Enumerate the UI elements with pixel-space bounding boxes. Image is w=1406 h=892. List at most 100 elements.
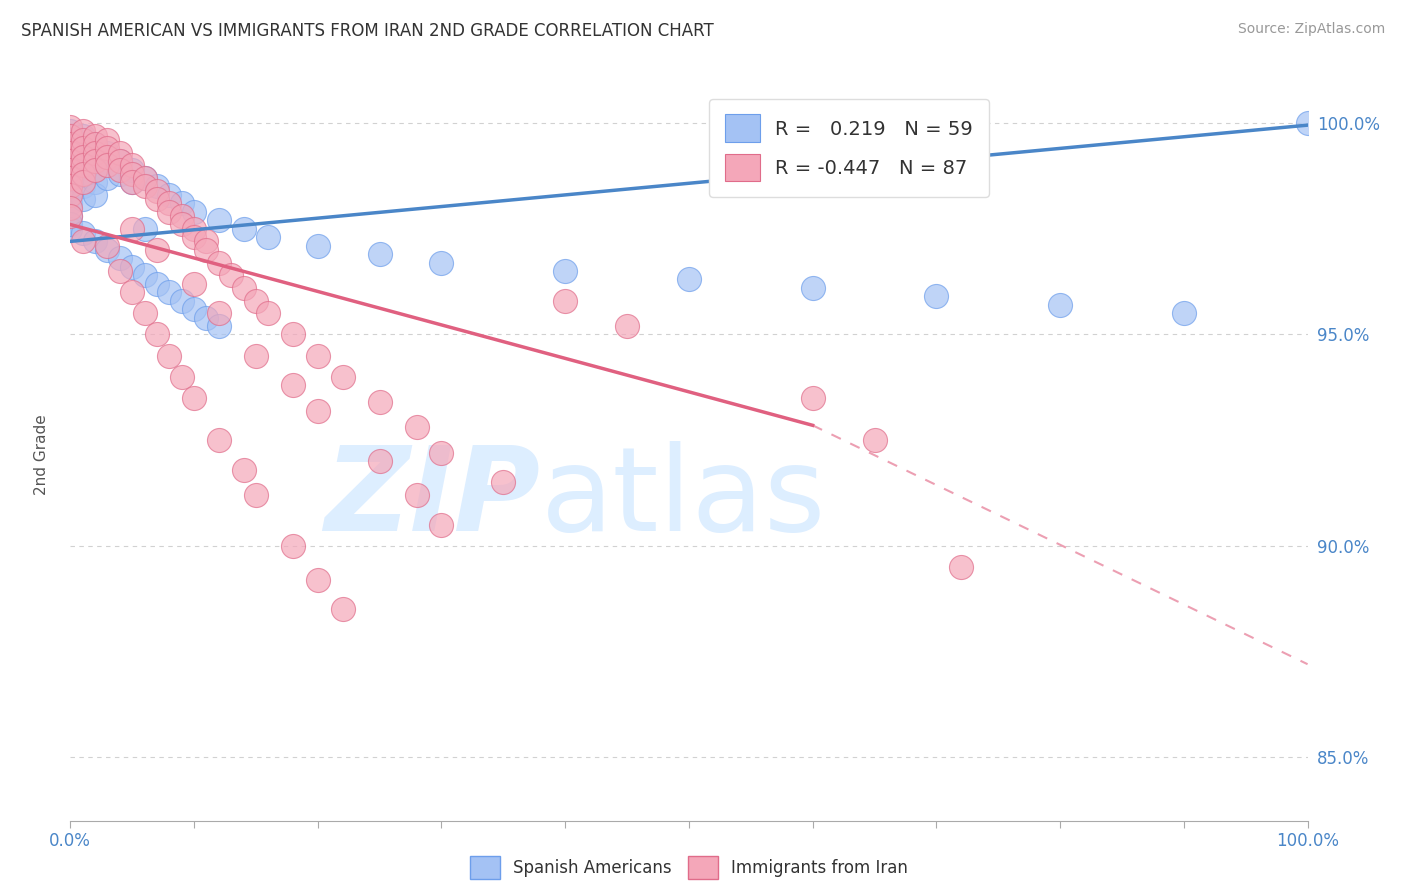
Point <box>678 272 700 286</box>
Point <box>108 252 131 266</box>
Point <box>281 378 304 392</box>
Point <box>170 209 193 223</box>
Point <box>134 171 156 186</box>
Point <box>96 243 118 257</box>
Point <box>950 560 973 574</box>
Point <box>307 238 329 252</box>
Point <box>157 187 180 202</box>
Point <box>59 218 82 232</box>
Point <box>96 158 118 172</box>
Point <box>72 133 94 147</box>
Point <box>59 137 82 152</box>
Point <box>59 154 82 169</box>
Point <box>157 196 180 211</box>
Point <box>59 128 82 143</box>
Point <box>146 179 169 194</box>
Point <box>59 158 82 172</box>
Point <box>170 369 193 384</box>
Point <box>84 128 107 143</box>
Point <box>84 154 107 169</box>
Y-axis label: 2nd Grade: 2nd Grade <box>35 415 49 495</box>
Point <box>59 187 82 202</box>
Point <box>72 124 94 138</box>
Point <box>72 167 94 181</box>
Point <box>232 221 254 235</box>
Point <box>1173 306 1195 320</box>
Point <box>307 349 329 363</box>
Point <box>84 175 107 189</box>
Point <box>208 255 231 269</box>
Point <box>183 221 205 235</box>
Point <box>146 184 169 198</box>
Point <box>405 420 427 434</box>
Point <box>84 235 107 249</box>
Point <box>72 179 94 194</box>
Point <box>208 318 231 333</box>
Point <box>72 226 94 240</box>
Point <box>59 209 82 223</box>
Point <box>134 306 156 320</box>
Point <box>96 150 118 164</box>
Point <box>108 154 131 169</box>
Point <box>59 196 82 211</box>
Point <box>59 162 82 177</box>
Point <box>134 171 156 186</box>
Point <box>72 192 94 206</box>
Text: ZIP: ZIP <box>325 442 540 557</box>
Point <box>108 162 131 177</box>
Point <box>84 137 107 152</box>
Point <box>72 167 94 181</box>
Point <box>72 175 94 189</box>
Point <box>863 433 886 447</box>
Point <box>307 573 329 587</box>
Point <box>96 158 118 172</box>
Point <box>59 184 82 198</box>
Point <box>232 281 254 295</box>
Text: SPANISH AMERICAN VS IMMIGRANTS FROM IRAN 2ND GRADE CORRELATION CHART: SPANISH AMERICAN VS IMMIGRANTS FROM IRAN… <box>21 22 714 40</box>
Point <box>257 230 280 244</box>
Point <box>146 243 169 257</box>
Point <box>801 281 824 295</box>
Text: atlas: atlas <box>540 442 825 557</box>
Point <box>232 463 254 477</box>
Point <box>616 318 638 333</box>
Point <box>195 310 218 325</box>
Point <box>121 158 143 172</box>
Point <box>183 277 205 291</box>
Point <box>146 277 169 291</box>
Point <box>925 289 948 303</box>
Point <box>492 475 515 490</box>
Point <box>59 145 82 160</box>
Point <box>84 162 107 177</box>
Point <box>134 268 156 283</box>
Point <box>121 285 143 300</box>
Point <box>554 264 576 278</box>
Point <box>332 369 354 384</box>
Point <box>72 235 94 249</box>
Point <box>405 488 427 502</box>
Point <box>84 162 107 177</box>
Point <box>59 145 82 160</box>
Point <box>108 264 131 278</box>
Point <box>208 213 231 227</box>
Point <box>108 154 131 169</box>
Point <box>183 230 205 244</box>
Point <box>430 446 453 460</box>
Point <box>84 150 107 164</box>
Point <box>430 517 453 532</box>
Point <box>195 235 218 249</box>
Point <box>183 204 205 219</box>
Point <box>59 221 82 235</box>
Point <box>183 391 205 405</box>
Point <box>59 171 82 186</box>
Point <box>146 327 169 342</box>
Point <box>72 141 94 155</box>
Point <box>59 133 82 147</box>
Point <box>59 209 82 223</box>
Point <box>170 293 193 308</box>
Point <box>245 293 267 308</box>
Point <box>195 243 218 257</box>
Point <box>121 175 143 189</box>
Point <box>59 124 82 138</box>
Legend: Spanish Americans, Immigrants from Iran: Spanish Americans, Immigrants from Iran <box>456 843 922 892</box>
